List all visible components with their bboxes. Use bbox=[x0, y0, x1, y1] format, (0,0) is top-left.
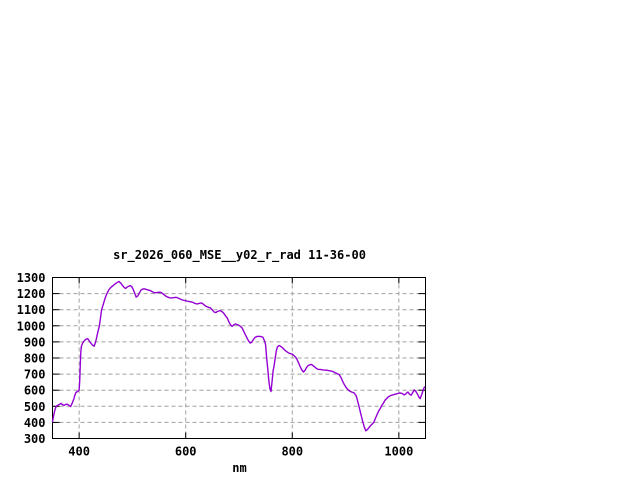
y-tick-label: 800 bbox=[24, 352, 46, 366]
x-tick-label: 1000 bbox=[384, 445, 413, 459]
y-tick-label: 400 bbox=[24, 416, 46, 430]
data-line bbox=[51, 280, 426, 432]
chart-title: sr_2026_060_MSE__y02_r_rad 11-36-00 bbox=[113, 248, 366, 262]
y-tick-label: 1300 bbox=[17, 271, 46, 285]
y-tick-label: 1000 bbox=[17, 319, 46, 333]
y-tick-label: 1200 bbox=[17, 287, 46, 301]
x-tick-label: 800 bbox=[281, 445, 303, 459]
y-tick-label: 900 bbox=[24, 335, 46, 349]
x-axis-label: nm bbox=[232, 461, 247, 475]
y-tick-label: 600 bbox=[24, 384, 46, 398]
y-tick-label: 700 bbox=[24, 368, 46, 382]
y-tick-label: 300 bbox=[24, 432, 46, 446]
y-tick-label: 1100 bbox=[17, 303, 46, 317]
x-tick-label: 400 bbox=[68, 445, 90, 459]
x-tick-label: 600 bbox=[175, 445, 197, 459]
y-tick-label: 500 bbox=[24, 400, 46, 414]
